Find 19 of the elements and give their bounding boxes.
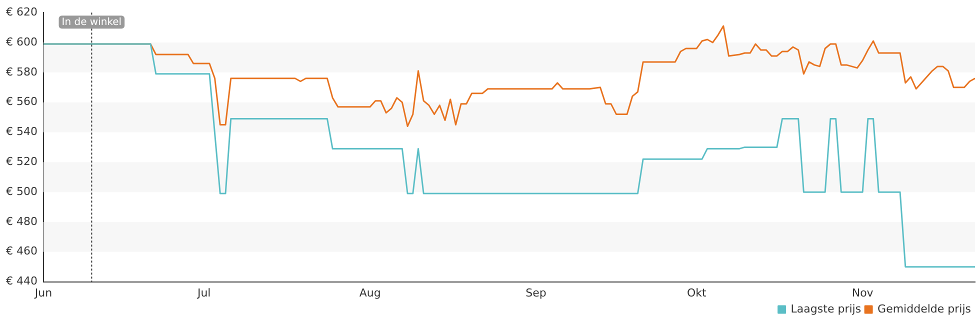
legend-label: Gemiddelde prijs <box>878 302 972 316</box>
x-tick-label: Jun <box>34 286 52 300</box>
y-tick-label: € 560 <box>6 95 38 108</box>
x-tick-label: Sep <box>526 286 546 300</box>
y-tick-label: € 580 <box>6 65 38 78</box>
x-tick-label: Jul <box>196 286 211 300</box>
y-tick-label: € 540 <box>6 125 38 138</box>
legend-label: Laagste prijs <box>790 302 862 316</box>
y-tick-label: € 440 <box>6 274 38 288</box>
y-tick-label: € 460 <box>6 244 38 258</box>
x-tick-label: Aug <box>359 286 381 300</box>
y-tick-label: € 620 <box>6 5 38 18</box>
ref-line-label: In de winkel <box>62 17 122 28</box>
x-tick-label: Okt <box>686 286 707 300</box>
y-tick-label: € 500 <box>6 184 38 198</box>
y-tick-label: € 520 <box>6 155 38 168</box>
y-tick-label: € 600 <box>6 35 38 48</box>
y-tick-label: € 480 <box>6 214 38 228</box>
x-tick-label: Nov <box>852 286 874 300</box>
